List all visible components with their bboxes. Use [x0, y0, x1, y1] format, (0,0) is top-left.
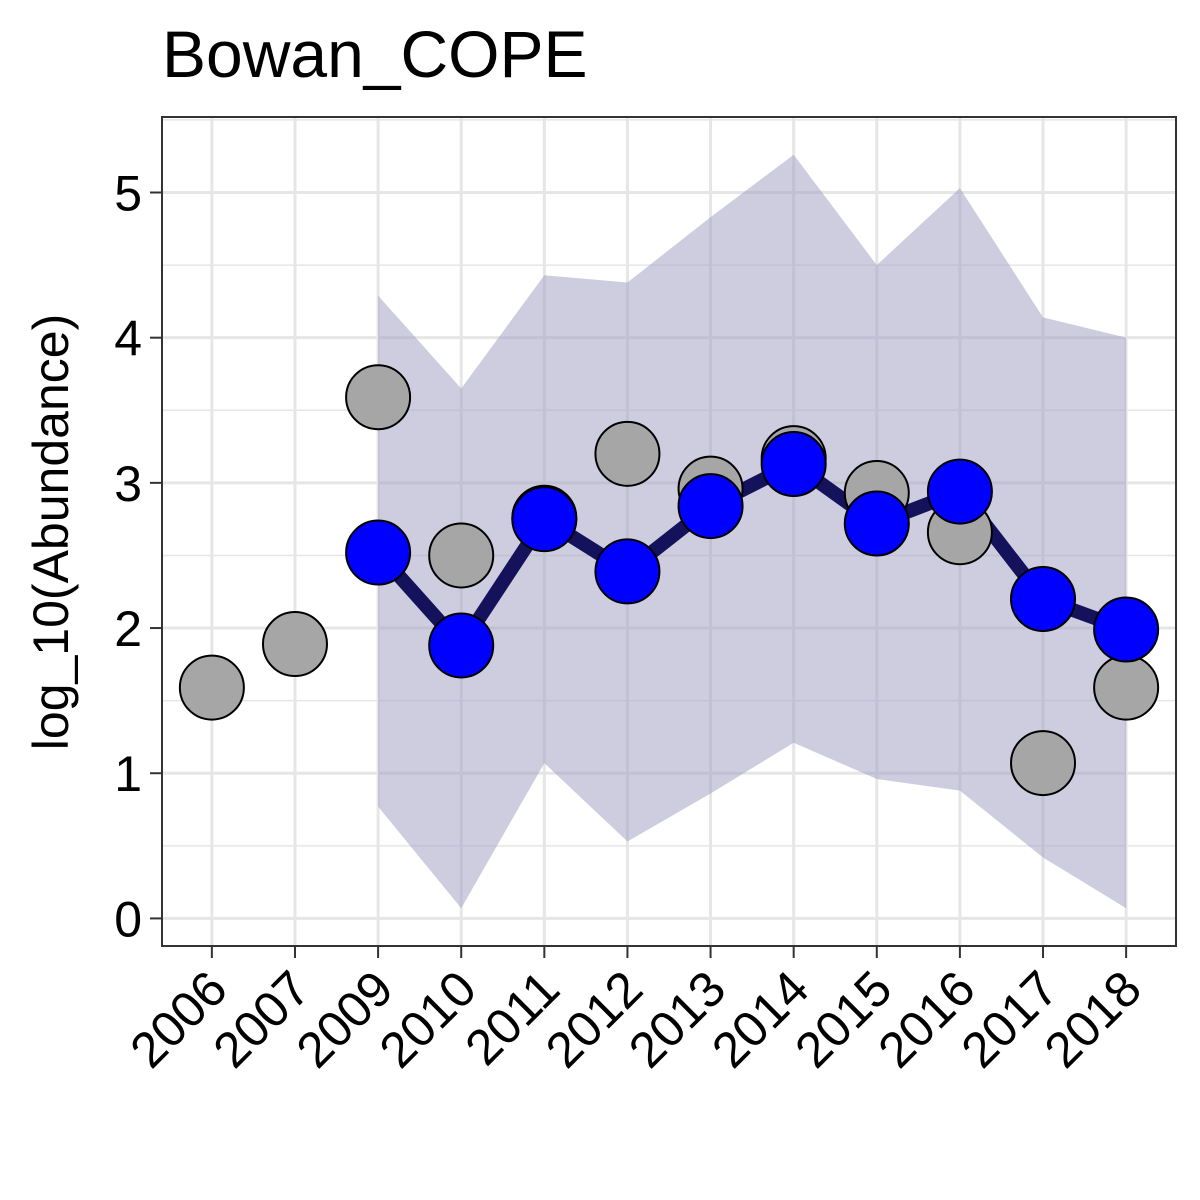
- y-axis-label: log_10(Abundance): [23, 314, 79, 750]
- observed-point-2018: [1093, 654, 1160, 721]
- observed-point-2012: [594, 420, 661, 487]
- observed-points-group: [178, 364, 1160, 797]
- estimate-point-2010: [428, 612, 495, 679]
- y-tick-label: 1: [114, 746, 142, 802]
- estimate-line-group: [371, 456, 1134, 653]
- observed-point-2010: [428, 522, 495, 589]
- estimate-point-2009: [345, 519, 412, 586]
- estimate-point-2018: [1093, 596, 1160, 663]
- y-tick-label: 5: [114, 165, 142, 221]
- estimate-points-group: [345, 430, 1160, 679]
- observed-point-2007: [261, 611, 328, 678]
- estimate-point-2016: [926, 458, 993, 525]
- estimate-point-2013: [677, 473, 744, 540]
- y-tick-label: 4: [114, 311, 142, 367]
- observed-point-2009: [345, 364, 412, 431]
- estimate-point-2017: [1010, 566, 1077, 633]
- estimate-line: [371, 456, 1134, 653]
- observed-point-2017: [1010, 730, 1077, 797]
- estimate-point-2015: [843, 490, 910, 557]
- estimate-point-2014: [760, 430, 827, 497]
- interval-band-group: [378, 154, 1127, 909]
- y-tick-label: 0: [114, 891, 142, 947]
- y-tick-label: 3: [114, 456, 142, 512]
- observed-point-2006: [178, 654, 245, 721]
- chart-title: Bowan_COPE: [162, 17, 588, 91]
- interval-band: [378, 154, 1127, 909]
- y-tick-label: 2: [114, 601, 142, 657]
- estimate-point-2011: [511, 486, 578, 553]
- panel-border: [161, 116, 1177, 947]
- estimate-point-2012: [594, 538, 661, 605]
